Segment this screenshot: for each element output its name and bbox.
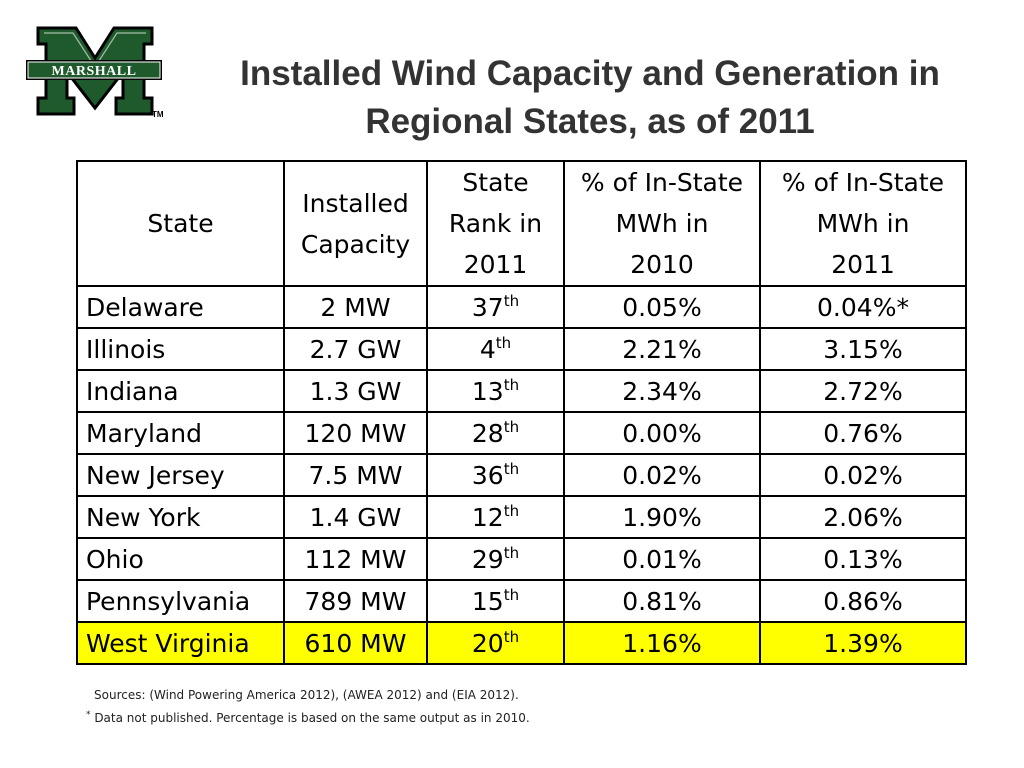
cell-capacity: 2.7 GW <box>283 327 428 371</box>
cell-rank: 36th <box>426 453 565 497</box>
table-row: Pennsylvania 789 MW 15th 0.81% 0.86% <box>76 579 967 623</box>
logo-trademark: TM <box>152 110 164 119</box>
cell-capacity: 120 MW <box>283 411 428 455</box>
rank-number: 20 <box>471 628 504 658</box>
cell-pct-2011: 0.76% <box>759 411 967 455</box>
cell-rank: 29th <box>426 537 565 581</box>
cell-capacity: 112 MW <box>283 537 428 581</box>
cell-pct-2010: 1.16% <box>563 621 761 665</box>
cell-state: Delaware <box>76 285 285 329</box>
table-row-highlighted: West Virginia 610 MW 20th 1.16% 1.39% <box>76 621 967 665</box>
cell-capacity: 2 MW <box>283 285 428 329</box>
rank-suffix: th <box>503 585 520 604</box>
rank-suffix: th <box>503 417 520 436</box>
rank-number: 36 <box>471 460 504 490</box>
cell-rank: 37th <box>426 285 565 329</box>
header-pct-2011: % of In-State MWh in 2011 <box>759 160 967 287</box>
cell-state: Ohio <box>76 537 285 581</box>
cell-capacity: 610 MW <box>283 621 428 665</box>
table-header-row: State Installed Capacity State Rank in 2… <box>76 160 967 287</box>
cell-capacity: 1.3 GW <box>283 369 428 413</box>
slide-title: Installed Wind Capacity and Generation i… <box>180 50 1000 146</box>
table-row: Ohio 112 MW 29th 0.01% 0.13% <box>76 537 967 581</box>
title-line-1: Installed Wind Capacity and Generation i… <box>240 54 940 93</box>
rank-number: 29 <box>471 544 504 574</box>
sources-note: Sources: (Wind Powering America 2012), (… <box>94 688 519 702</box>
footnotes: Sources: (Wind Powering America 2012), (… <box>86 684 530 730</box>
cell-pct-2010: 0.81% <box>563 579 761 623</box>
table-body: Delaware 2 MW 37th 0.05% 0.04%* Illinois 2.7 G… <box>76 285 967 665</box>
cell-pct-2010: 1.90% <box>563 495 761 539</box>
header-installed-capacity: Installed Capacity <box>283 160 428 287</box>
cell-pct-2010: 0.00% <box>563 411 761 455</box>
rank-suffix: th <box>503 459 520 478</box>
cell-pct-2011: 2.06% <box>759 495 967 539</box>
table-row: Maryland 120 MW 28th 0.00% 0.76% <box>76 411 967 455</box>
cell-pct-2011: 0.04%* <box>759 285 967 329</box>
footnote-marker: * <box>86 710 91 720</box>
cell-state: Indiana <box>76 369 285 413</box>
header-pct-2010: % of In-State MWh in 2010 <box>563 160 761 287</box>
rank-suffix: th <box>503 501 520 520</box>
title-line-2: Regional States, as of 2011 <box>365 102 815 141</box>
rank-number: 12 <box>471 502 504 532</box>
cell-pct-2011: 0.13% <box>759 537 967 581</box>
logo-wordmark: MARSHALL <box>52 64 137 79</box>
rank-suffix: th <box>495 333 512 352</box>
rank-suffix: th <box>503 627 520 646</box>
cell-state: Pennsylvania <box>76 579 285 623</box>
table-row: Delaware 2 MW 37th 0.05% 0.04%* <box>76 285 967 329</box>
rank-number: 4 <box>479 334 496 364</box>
cell-state: New York <box>76 495 285 539</box>
cell-pct-2011: 0.86% <box>759 579 967 623</box>
cell-pct-2010: 2.34% <box>563 369 761 413</box>
table-row: New Jersey 7.5 MW 36th 0.02% 0.02% <box>76 453 967 497</box>
table-row: New York 1.4 GW 12th 1.90% 2.06% <box>76 495 967 539</box>
cell-rank: 28th <box>426 411 565 455</box>
rank-suffix: th <box>503 375 520 394</box>
cell-pct-2011: 0.02% <box>759 453 967 497</box>
cell-rank: 4th <box>426 327 565 371</box>
table-row: Illinois 2.7 GW 4th 2.21% 3.15% <box>76 327 967 371</box>
cell-capacity: 1.4 GW <box>283 495 428 539</box>
cell-rank: 12th <box>426 495 565 539</box>
cell-capacity: 789 MW <box>283 579 428 623</box>
cell-rank: 13th <box>426 369 565 413</box>
cell-pct-2010: 2.21% <box>563 327 761 371</box>
cell-state: Maryland <box>76 411 285 455</box>
cell-pct-2011: 3.15% <box>759 327 967 371</box>
cell-pct-2011: 2.72% <box>759 369 967 413</box>
cell-pct-2011: 1.39% <box>759 621 967 665</box>
header-state-rank: State Rank in 2011 <box>426 160 565 287</box>
cell-state: Illinois <box>76 327 285 371</box>
cell-state: New Jersey <box>76 453 285 497</box>
cell-state: West Virginia <box>76 621 285 665</box>
cell-rank: 20th <box>426 621 565 665</box>
header-state: State <box>76 160 285 287</box>
table-row: Indiana 1.3 GW 13th 2.34% 2.72% <box>76 369 967 413</box>
cell-pct-2010: 0.05% <box>563 285 761 329</box>
cell-pct-2010: 0.01% <box>563 537 761 581</box>
cell-rank: 15th <box>426 579 565 623</box>
rank-suffix: th <box>503 543 520 562</box>
cell-pct-2010: 0.02% <box>563 453 761 497</box>
rank-number: 37 <box>471 292 504 322</box>
rank-number: 15 <box>471 586 504 616</box>
footnote-text: Data not published. Percentage is based … <box>90 711 530 725</box>
data-note: * Data not published. Percentage is base… <box>86 707 530 730</box>
wind-capacity-table: State Installed Capacity State Rank in 2… <box>76 160 967 665</box>
marshall-logo: MARSHALL TM <box>24 22 166 120</box>
rank-suffix: th <box>503 291 520 310</box>
rank-number: 13 <box>471 376 504 406</box>
cell-capacity: 7.5 MW <box>283 453 428 497</box>
rank-number: 28 <box>471 418 504 448</box>
